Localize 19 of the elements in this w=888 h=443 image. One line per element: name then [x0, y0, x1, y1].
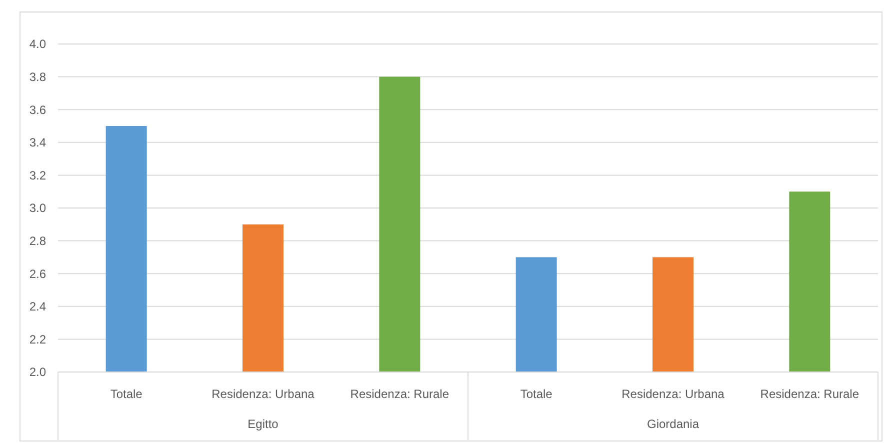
- y-tick-label: 2.4: [29, 300, 46, 314]
- y-tick-label: 3.0: [29, 201, 46, 216]
- y-tick-label: 2.2: [29, 332, 46, 346]
- x-tick-label: Residenza: Rurale: [350, 387, 450, 401]
- y-tick-label: 3.6: [29, 102, 46, 117]
- y-tick-label: 2.8: [29, 234, 46, 248]
- y-tick-label: 2.6: [29, 266, 46, 281]
- y-tick-label: 3.4: [29, 136, 46, 150]
- x-tick-label: Residenza: Urbana: [622, 387, 725, 401]
- x-tick-label: Totale: [520, 387, 553, 401]
- text: Giordania: [646, 417, 700, 431]
- y-tick-label: 4.0: [29, 37, 46, 52]
- y-tick-label: 3.8: [29, 70, 46, 84]
- y-tick-label: 2.0: [29, 365, 46, 380]
- y-tick-label: 3.2: [29, 168, 46, 182]
- text: Egitto: [248, 417, 279, 431]
- x-tick-label: Residenza: Rurale: [760, 387, 860, 401]
- x-tick-label: Totale: [110, 387, 143, 401]
- x-tick-label: Residenza: Urbana: [212, 387, 315, 401]
